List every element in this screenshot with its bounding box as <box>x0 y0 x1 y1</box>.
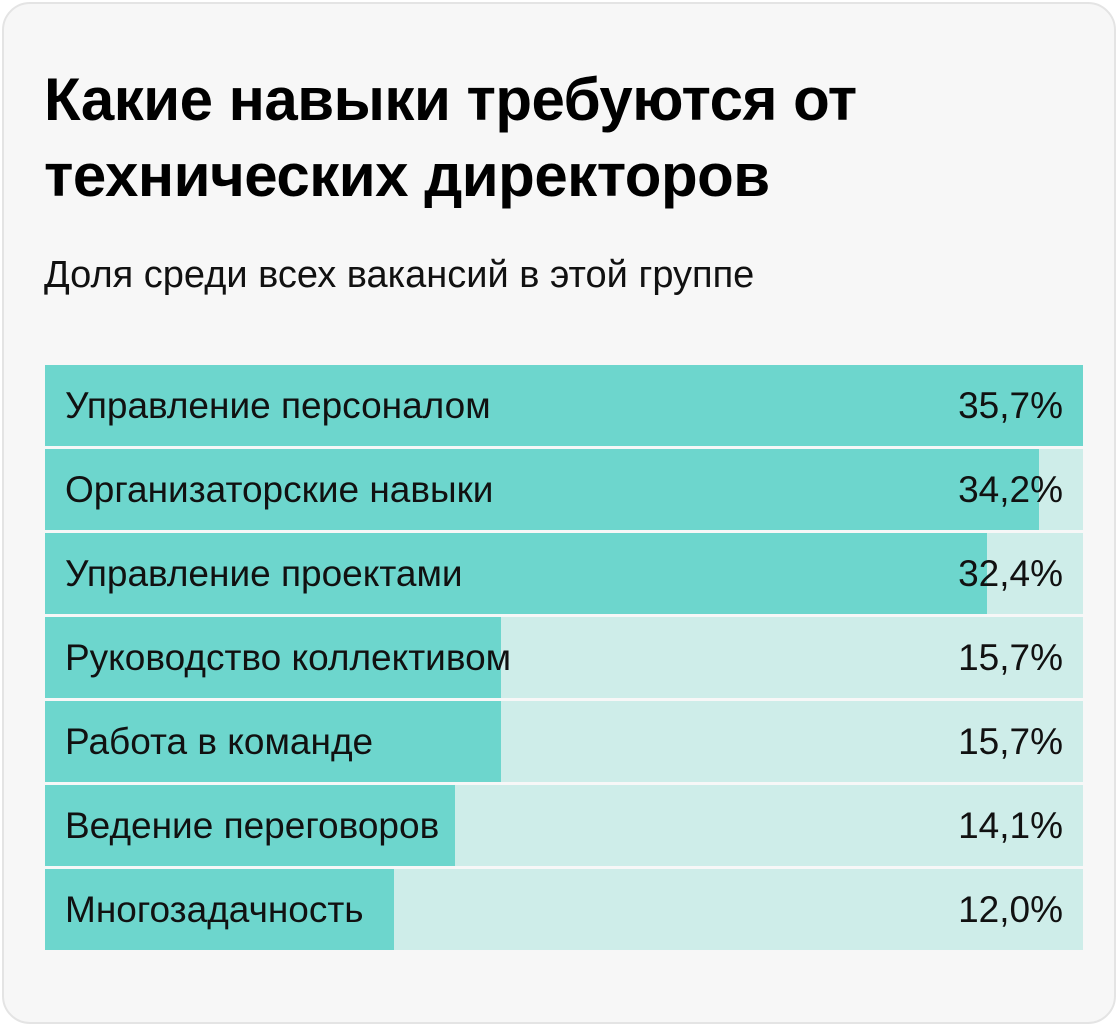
bar-label: Работа в команде <box>65 721 374 762</box>
bar-row: Работа в команде 15,7% <box>45 701 1083 782</box>
bar-label: Организаторские навыки <box>65 469 494 510</box>
bar-chart: Управление персоналом 35,7% Организаторски… <box>45 365 1083 953</box>
bar-value-label: 35,7% <box>958 385 1063 426</box>
bar <box>45 785 455 866</box>
bar-label: Многозадачность <box>65 889 364 930</box>
bar-value-label: 34,2% <box>958 469 1063 510</box>
bar <box>45 701 502 782</box>
chart-title: Какие навыки требуются от технических ди… <box>44 66 857 209</box>
bar-row: Ведение переговоров 14,1% <box>45 785 1083 866</box>
bar-row: Управление персоналом 35,7% <box>45 365 1083 446</box>
bar <box>45 869 394 950</box>
bar-label: Управление проектами <box>65 553 463 594</box>
bar-value-label: 32,4% <box>958 553 1063 594</box>
bar-row: Руководство коллективом 15,7% <box>45 617 1083 698</box>
bar-label: Ведение переговоров <box>65 805 440 846</box>
bar <box>45 449 1040 530</box>
bar <box>45 533 988 614</box>
bar-row: Многозадачность 12,0% <box>45 869 1083 950</box>
bar-row: Организаторские навыки 34,2% <box>45 449 1083 530</box>
bar-value-label: 15,7% <box>958 721 1063 762</box>
bar-value-label: 14,1% <box>958 805 1063 846</box>
bar-row: Управление проектами 32,4% <box>45 533 1083 614</box>
bar-value-label: 15,7% <box>958 637 1063 678</box>
chart-subtitle: Доля среди всех вакансий в этой группе <box>44 254 755 296</box>
bar <box>45 365 1083 446</box>
bar <box>45 617 502 698</box>
bar-label: Руководство коллективом <box>65 637 512 678</box>
bar-label: Управление персоналом <box>65 385 491 426</box>
bar-value-label: 12,0% <box>958 889 1063 930</box>
